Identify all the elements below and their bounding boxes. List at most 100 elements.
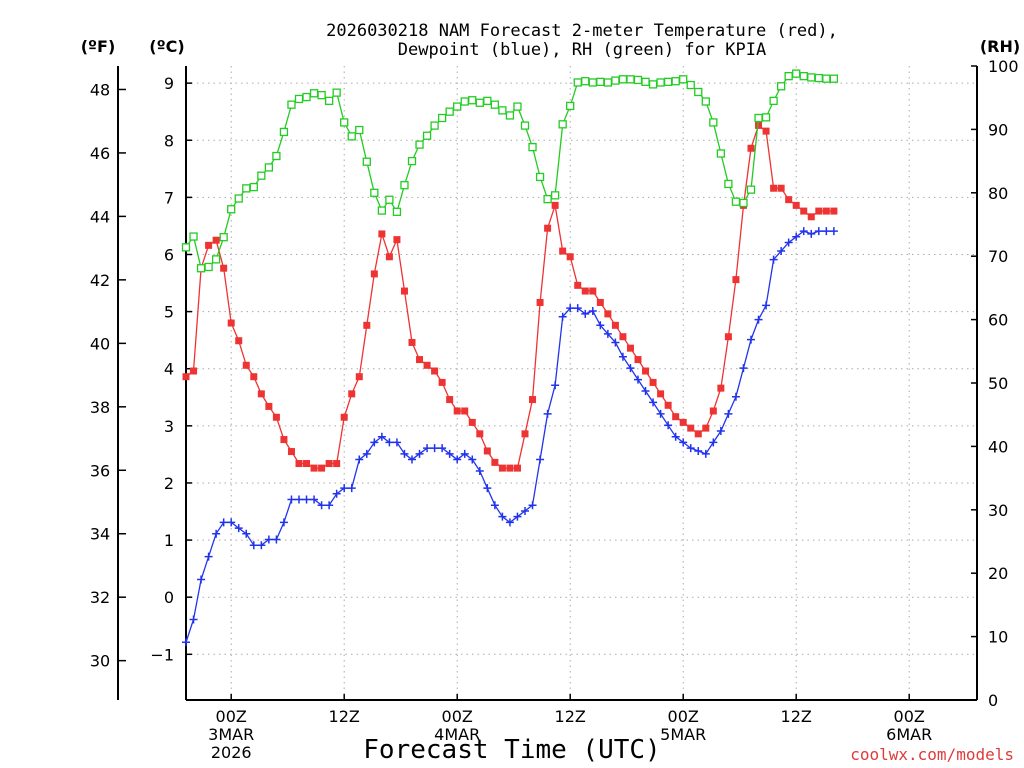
rh-point: [648, 80, 658, 89]
rh-point: [377, 206, 387, 215]
2-meter-temperature-point: [250, 373, 258, 381]
rh-point: [528, 143, 537, 152]
celsius-tick-label: 9: [164, 74, 174, 93]
celsius-tick-label: 7: [164, 188, 174, 207]
dewpoint-point: [264, 535, 273, 544]
dewpoint-point: [475, 466, 484, 475]
rh-point: [694, 87, 703, 97]
2-meter-temperature-point: [476, 430, 484, 438]
x-axis-title: Forecast Time (UTC): [363, 735, 660, 765]
2-meter-temperature-point: [378, 230, 386, 238]
time-tick-label: 12Z: [781, 707, 812, 726]
rh-point: [272, 151, 281, 161]
2-meter-temperature-point: [295, 460, 303, 468]
rh-unit-label: (RH): [980, 37, 1020, 56]
rh-point: [679, 75, 688, 84]
2-meter-temperature-point: [506, 464, 514, 472]
dewpoint-point: [498, 512, 507, 521]
dewpoint-point: [784, 238, 793, 247]
rh-tick-label: 80: [988, 184, 1008, 203]
2-meter-temperature-point: [559, 247, 567, 255]
rh-point: [309, 89, 319, 98]
dewpoint-point: [325, 501, 334, 510]
fahrenheit-tick-label: 32: [90, 588, 110, 607]
2-meter-temperature-point: [235, 337, 243, 345]
rh-point: [701, 97, 710, 106]
2-meter-temperature-point: [182, 373, 190, 381]
2-meter-temperature-point: [755, 121, 763, 129]
dewpoint-point: [588, 307, 597, 316]
rh-point: [204, 262, 213, 272]
rh-tick-label: 10: [988, 628, 1008, 647]
time-tick-label: 00Z: [668, 707, 699, 726]
dewpoint-point: [656, 409, 665, 418]
2-meter-temperature-point: [642, 367, 650, 375]
2-meter-temperature-point: [611, 321, 619, 329]
rh-tick-label: 20: [988, 564, 1008, 583]
dewpoint-point: [551, 381, 560, 390]
time-tick-label: 5MAR: [660, 725, 706, 744]
rh-point: [468, 96, 477, 105]
2-meter-temperature-point: [333, 460, 341, 468]
time-tick-label: 00Z: [894, 707, 925, 726]
2-meter-temperature-point: [596, 298, 604, 306]
rh-point: [581, 77, 590, 86]
rh-point: [656, 78, 665, 87]
dewpoint-point: [453, 455, 462, 464]
2-meter-temperature-point: [212, 236, 220, 244]
dewpoint-point: [724, 409, 733, 418]
2-meter-temperature-point: [318, 464, 326, 472]
fahrenheit-tick-label: 44: [90, 207, 110, 226]
2-meter-temperature-point: [280, 436, 288, 444]
rh-point: [460, 97, 469, 106]
dewpoint-point: [370, 438, 379, 447]
dewpoint-point: [249, 541, 258, 550]
dewpoint-point: [355, 455, 364, 464]
dewpoint-point: [671, 432, 680, 441]
fahrenheit-tick-label: 46: [90, 144, 110, 163]
dewpoint-point: [573, 304, 582, 313]
2-meter-temperature-point: [310, 464, 318, 472]
2-meter-temperature-point: [416, 356, 424, 364]
2-meter-temperature-point: [649, 378, 657, 386]
rh-point: [746, 185, 756, 194]
series-dewpoint: [182, 227, 838, 647]
2-meter-temperature-point: [446, 396, 454, 404]
rh-point: [430, 121, 439, 130]
dewpoint-point: [204, 552, 213, 561]
rh-point: [573, 78, 582, 87]
rh-point: [716, 149, 726, 158]
time-tick-label: 12Z: [329, 707, 360, 726]
rh-point: [211, 255, 221, 264]
rh-point: [317, 91, 326, 100]
series-rh: [181, 69, 839, 273]
2-meter-temperature-point: [340, 413, 348, 421]
2-meter-temperature-point: [461, 407, 469, 415]
dewpoint-point: [332, 489, 341, 498]
rh-point: [566, 101, 575, 111]
rh-point: [739, 198, 748, 208]
2-meter-temperature-point: [732, 276, 740, 284]
dewpoint-point: [829, 227, 838, 236]
rh-point: [437, 113, 447, 123]
rh-point: [249, 182, 258, 192]
dewpoint-point: [596, 321, 605, 330]
dewpoint-point: [189, 615, 198, 624]
dewpoint-point: [581, 309, 590, 318]
fahrenheit-tick-label: 48: [90, 80, 110, 99]
dewpoint-point: [747, 335, 755, 344]
celsius-tick-label: 1: [164, 531, 174, 550]
dewpoint-point: [641, 386, 650, 395]
2-meter-temperature-point: [438, 378, 446, 386]
fahrenheit-tick-label: 34: [90, 525, 110, 544]
rh-point: [807, 73, 816, 82]
time-tick-label: 00Z: [216, 707, 247, 726]
rh-point: [400, 181, 409, 190]
2-meter-temperature-point: [272, 413, 280, 421]
grid-lines: [186, 66, 977, 700]
rh-point: [385, 195, 394, 204]
time-tick-label: 00Z: [442, 707, 473, 726]
rh-point: [196, 264, 206, 273]
